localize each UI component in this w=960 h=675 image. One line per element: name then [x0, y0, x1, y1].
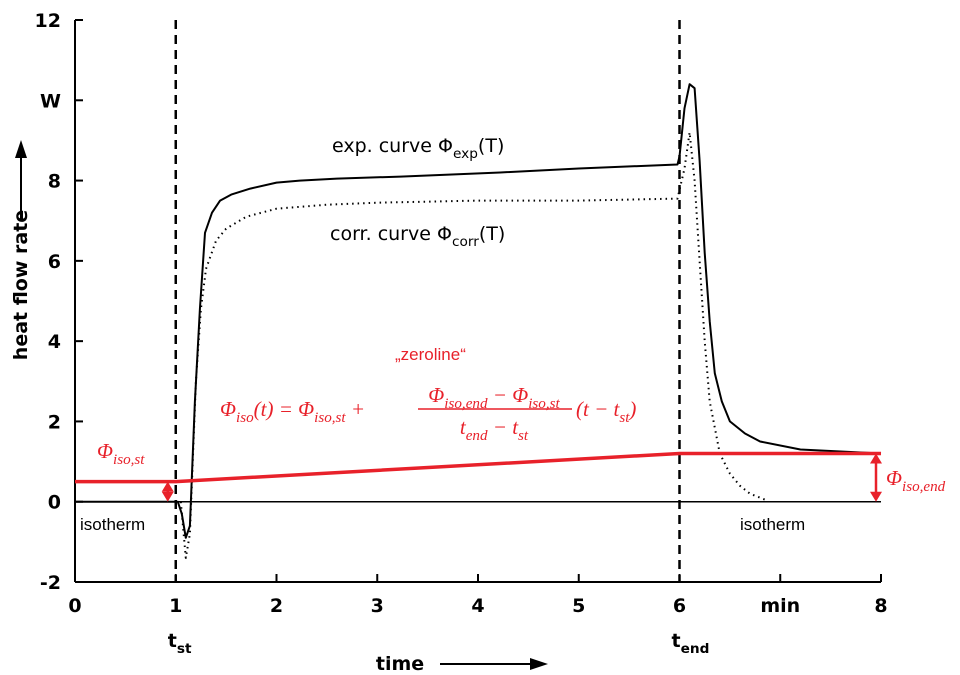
text-part: Φ	[886, 466, 902, 490]
text-part: iso,st	[314, 410, 346, 426]
annotation: corr. curve Φcorr(T)	[330, 223, 505, 250]
text-part: iso,st	[113, 452, 145, 468]
formula-tail: (t − tst)	[576, 397, 636, 426]
event-label: tend	[672, 630, 710, 657]
text-part: corr	[452, 234, 479, 250]
text-part: )	[628, 397, 636, 421]
y-tick-label: 12	[35, 10, 61, 32]
formula-numerator: Φiso,end − Φiso,st	[428, 383, 560, 412]
arrow-head	[870, 491, 882, 502]
formula-denominator: tend − tst	[460, 415, 529, 444]
text-part: isotherm	[740, 515, 805, 534]
text-part: (t) = Φ	[254, 397, 314, 421]
text-part: iso,end	[444, 396, 488, 412]
annotation: Φiso,end	[886, 466, 946, 495]
line	[75, 451, 881, 484]
text-part: (T)	[479, 223, 505, 245]
x-tick-label: 1	[169, 595, 182, 617]
x-tick-label: min	[760, 595, 800, 617]
annotation: exp. curve Φexp(T)	[332, 135, 504, 162]
text-part: exp. curve Φ	[332, 135, 453, 157]
text-part: end	[466, 428, 488, 444]
text-part: Φ	[220, 397, 236, 421]
y-tick-label: -2	[40, 572, 61, 594]
text-part: t	[460, 415, 467, 439]
text-part: +	[346, 397, 365, 421]
x-tick-label: 6	[673, 595, 686, 617]
x-tick-label: 0	[68, 595, 81, 617]
text-part: (T)	[478, 135, 504, 157]
text-part: „zeroline“	[395, 345, 466, 364]
text-part: exp	[453, 146, 478, 162]
text-part: − Φ	[488, 383, 529, 407]
x-tick-label: 5	[572, 595, 585, 617]
y-tick-label: 8	[48, 171, 61, 193]
arrow-head	[161, 481, 174, 492]
arrow-head	[161, 491, 174, 502]
text-part: iso,st	[528, 396, 560, 412]
y-tick-label: 6	[48, 251, 61, 273]
text-part: Φ	[428, 383, 444, 407]
x-tick-label: 2	[270, 595, 283, 617]
text-part: iso,end	[902, 479, 946, 495]
text-part: Φ	[97, 439, 113, 463]
text-part: st	[177, 641, 192, 657]
line	[179, 131, 766, 559]
text-part: iso	[236, 410, 254, 426]
text-part: t	[672, 630, 681, 652]
text-part: st	[518, 428, 529, 444]
formula-lhs: Φiso(t) = Φiso,st +	[220, 397, 365, 426]
arrow-head	[870, 453, 882, 464]
y-tick-label: 2	[48, 411, 61, 433]
annotation: isotherm	[80, 515, 145, 534]
y-label-arrow-head	[15, 140, 27, 158]
text-part: end	[681, 641, 710, 657]
text-part: − t	[488, 415, 520, 439]
annotation: „zeroline“	[395, 345, 466, 364]
text-part: st	[619, 410, 630, 426]
x-axis-label: time	[376, 653, 424, 675]
x-label-arrow-head	[530, 658, 548, 670]
x-tick-label: 4	[471, 595, 484, 617]
text-part: t	[168, 630, 177, 652]
y-tick-label: 0	[48, 492, 61, 514]
y-tick-label: W	[40, 90, 61, 112]
y-axis-label: heat flow rate	[10, 210, 32, 360]
y-tick-label: 4	[48, 331, 61, 353]
text-part: isotherm	[80, 515, 145, 534]
annotation: Φiso,st	[97, 439, 145, 468]
text-part: corr. curve Φ	[330, 223, 452, 245]
x-tick-label: 8	[874, 595, 887, 617]
x-tick-label: 3	[371, 595, 384, 617]
annotation: isotherm	[740, 515, 805, 534]
event-label: tst	[168, 630, 192, 657]
text-part: (t − t	[576, 397, 620, 421]
